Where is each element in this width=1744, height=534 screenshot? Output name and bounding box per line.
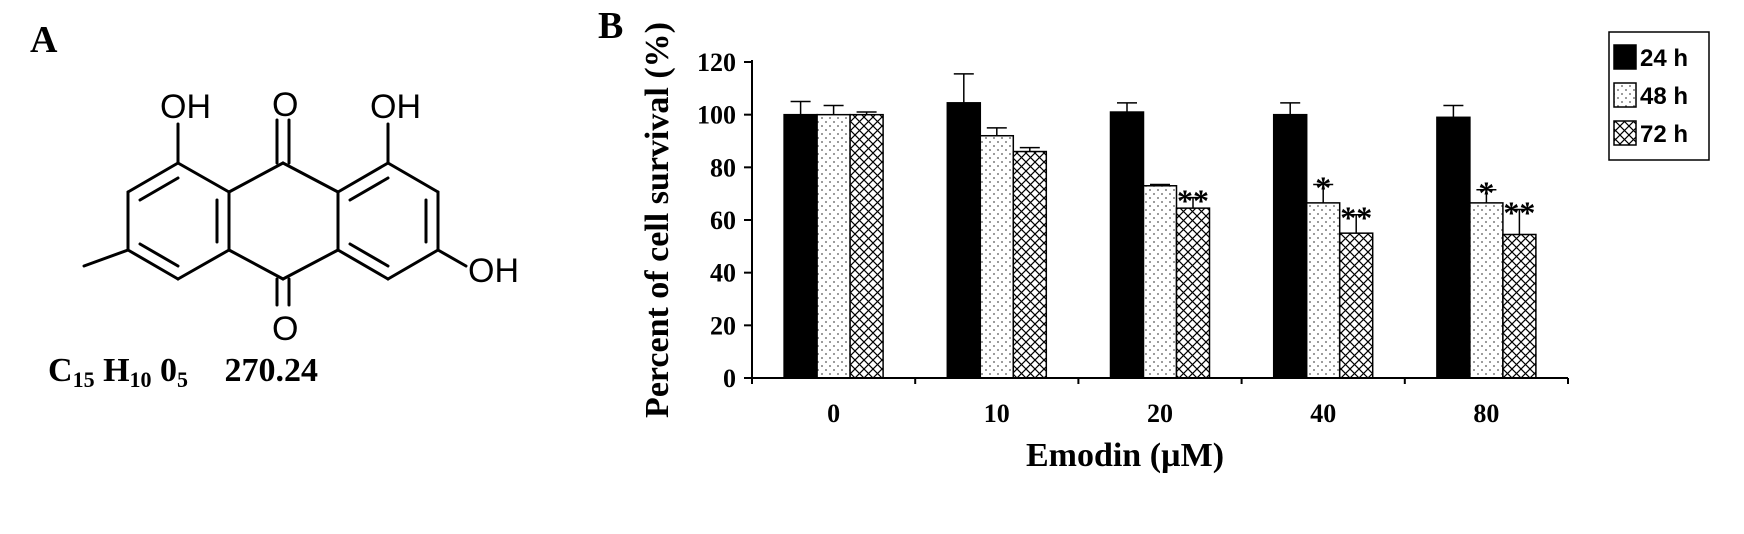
bar-72h-20	[1175, 207, 1211, 379]
bar-72h-10	[1012, 150, 1048, 379]
significance-72h-80: **	[1503, 194, 1535, 230]
legend-swatch-48h	[1613, 82, 1637, 108]
x-tick-label-80: 80	[1473, 399, 1499, 428]
y-ticks: 0 20 40 60 80 100 120	[697, 48, 752, 393]
atom-label-o-bottom: O	[272, 310, 298, 348]
y-tick-label-0: 0	[723, 364, 736, 393]
atom-label-o-top: O	[272, 86, 298, 124]
y-tick-label-100: 100	[697, 101, 736, 130]
significance-72h-20: **	[1177, 183, 1209, 219]
legend-label-24h: 24 h	[1640, 45, 1688, 72]
legend-swatch-72h	[1613, 120, 1637, 146]
x-tick-label-20: 20	[1147, 399, 1173, 428]
formula-oxygen: 0	[160, 352, 178, 389]
bar-48h-10	[979, 134, 1015, 379]
x-axis-label: Emodin (µM)	[1026, 437, 1224, 474]
error-bars	[790, 73, 1530, 235]
bar-48h-0	[816, 113, 851, 379]
formula-carbon: C	[48, 352, 73, 389]
y-tick-label-80: 80	[710, 153, 736, 182]
x-tick-label-0: 0	[827, 399, 840, 428]
x-ticks: 0 10 20 40 80	[751, 378, 1569, 428]
molecular-formula: C15 H10 05 270.24	[48, 352, 318, 393]
y-axis: 0 20 40 60 80 100 120	[697, 48, 753, 393]
significance-48h-80: *	[1478, 175, 1494, 211]
bars	[783, 102, 1537, 379]
panel-b-label: B	[598, 5, 624, 47]
bar-72h-0	[849, 113, 884, 379]
bar-48h-40	[1305, 202, 1341, 379]
atom-label-oh-right: OH	[370, 88, 421, 126]
formula-oxygen-count: 5	[177, 367, 189, 392]
bar-24h-0	[783, 113, 818, 379]
y-tick-label-60: 60	[710, 206, 736, 235]
bar-24h-20	[1109, 111, 1145, 379]
bar-72h-80	[1502, 233, 1537, 379]
formula-hydrogen-count: 10	[129, 367, 152, 392]
legend-label-72h: 72 h	[1640, 121, 1688, 148]
bar-24h-80	[1436, 116, 1471, 379]
significance-marks: ** ******	[1177, 169, 1535, 235]
y-axis-label: Percent of cell survival (%)	[639, 22, 676, 418]
molecular-weight: 270.24	[224, 352, 319, 389]
atom-label-oh-left: OH	[160, 88, 211, 126]
legend-swatch-24h	[1613, 44, 1637, 70]
bar-48h-20	[1142, 185, 1178, 379]
x-axis: 0 10 20 40 80	[751, 377, 1569, 428]
significance-48h-40: *	[1315, 169, 1331, 205]
y-tick-label-120: 120	[697, 48, 736, 77]
y-tick-label-20: 20	[710, 311, 736, 340]
formula-carbon-count: 15	[72, 367, 95, 392]
panel-a-label: A	[30, 19, 58, 61]
legend-label-48h: 48 h	[1640, 83, 1688, 110]
bar-72h-40	[1338, 232, 1374, 379]
emodin-structure	[82, 118, 468, 307]
bar-24h-40	[1272, 113, 1308, 379]
structure-atom-labels: OH O OH OH O	[160, 86, 519, 348]
x-tick-label-10: 10	[984, 399, 1010, 428]
x-tick-label-40: 40	[1310, 399, 1336, 428]
structure-bonds	[82, 118, 468, 307]
bar-24h-10	[946, 102, 982, 379]
bar-48h-80	[1469, 202, 1504, 379]
legend: 24 h 48 h 72 h	[1608, 31, 1710, 161]
y-tick-label-40: 40	[710, 259, 736, 288]
formula-hydrogen: H	[103, 352, 130, 389]
significance-72h-40: **	[1340, 200, 1372, 236]
legend-items: 24 h 48 h 72 h	[1613, 44, 1688, 148]
atom-label-oh-lower-right: OH	[468, 252, 519, 290]
